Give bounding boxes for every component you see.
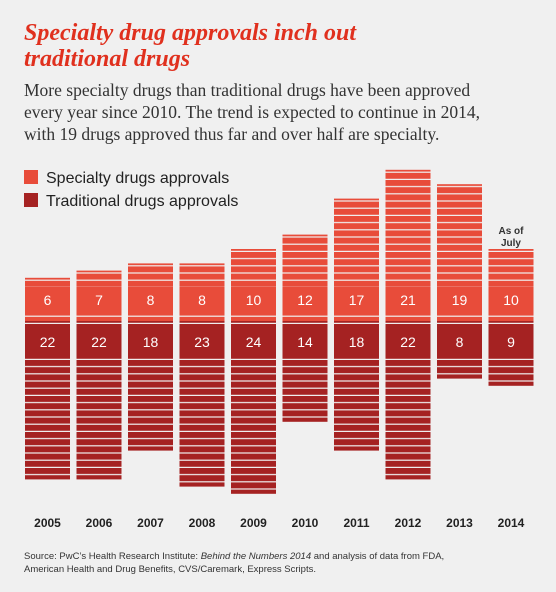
value-label: 21 — [400, 292, 416, 308]
value-label: 17 — [349, 292, 365, 308]
value-label: 10 — [246, 292, 262, 308]
legend-swatch — [24, 170, 38, 184]
chart-title: Specialty drug approvals inch out — [24, 20, 357, 46]
x-tick-label: 2012 — [395, 516, 422, 530]
x-tick-label: 2007 — [137, 516, 164, 530]
value-label: 18 — [143, 334, 159, 350]
value-label: 18 — [349, 334, 365, 350]
label-box — [179, 287, 225, 313]
value-label: 22 — [400, 334, 416, 350]
label-box — [385, 287, 431, 313]
legend-label: Traditional drugs approvals — [46, 193, 238, 210]
x-tick-label: 2005 — [34, 516, 61, 530]
label-box — [334, 287, 379, 313]
x-tick-label: 2010 — [292, 516, 319, 530]
value-label: 19 — [452, 292, 468, 308]
x-tick-label: 2006 — [86, 516, 113, 530]
label-box — [282, 287, 328, 313]
label-box — [385, 329, 431, 355]
legend-label: Specialty drugs approvals — [46, 170, 229, 187]
legend-swatch — [24, 193, 38, 207]
value-label: 14 — [297, 334, 313, 350]
value-label: 6 — [44, 292, 52, 308]
x-tick-label: 2013 — [446, 516, 473, 530]
x-tick-label: 2014 — [498, 516, 525, 530]
value-label: 24 — [246, 334, 262, 350]
subtitle: every year since 2010. The trend is expe… — [24, 102, 480, 122]
value-label: 8 — [198, 292, 206, 308]
value-label: 23 — [194, 334, 210, 350]
label-box — [334, 329, 379, 355]
label-box — [437, 287, 482, 313]
label-box — [231, 329, 276, 355]
source-text: Source: PwC’s Health Research Institute: — [24, 551, 201, 562]
source-text: and analysis of data from FDA, — [311, 551, 444, 562]
annotation: July — [501, 238, 521, 249]
label-box — [76, 329, 122, 355]
value-label: 10 — [503, 292, 519, 308]
value-label: 8 — [456, 334, 464, 350]
label-box — [282, 329, 328, 355]
label-box — [437, 329, 482, 355]
label-box — [25, 287, 70, 313]
subtitle: with 19 drugs approved thus far and over… — [24, 124, 439, 144]
value-label: 22 — [91, 334, 107, 350]
label-box — [231, 287, 276, 313]
value-label: 12 — [297, 292, 313, 308]
x-tick-label: 2008 — [189, 516, 216, 530]
x-tick-label: 2009 — [240, 516, 267, 530]
label-box — [128, 287, 173, 313]
subtitle: More specialty drugs than traditional dr… — [24, 80, 470, 100]
label-box — [76, 287, 122, 313]
label-box — [179, 329, 225, 355]
label-box — [488, 287, 534, 313]
x-tick-label: 2011 — [343, 516, 369, 530]
value-label: 7 — [95, 292, 103, 308]
source: American Health and Drug Benefits, CVS/C… — [24, 564, 316, 575]
value-label: 9 — [507, 334, 515, 350]
label-box — [488, 329, 534, 355]
label-box — [128, 329, 173, 355]
value-label: 22 — [40, 334, 56, 350]
source: Source: PwC’s Health Research Institute:… — [24, 551, 444, 562]
value-label: 8 — [147, 292, 155, 308]
source-text: Behind the Numbers 2014 — [201, 551, 311, 562]
annotation: As of — [499, 226, 525, 237]
chart-title: traditional drugs — [24, 46, 190, 72]
label-box — [25, 329, 70, 355]
